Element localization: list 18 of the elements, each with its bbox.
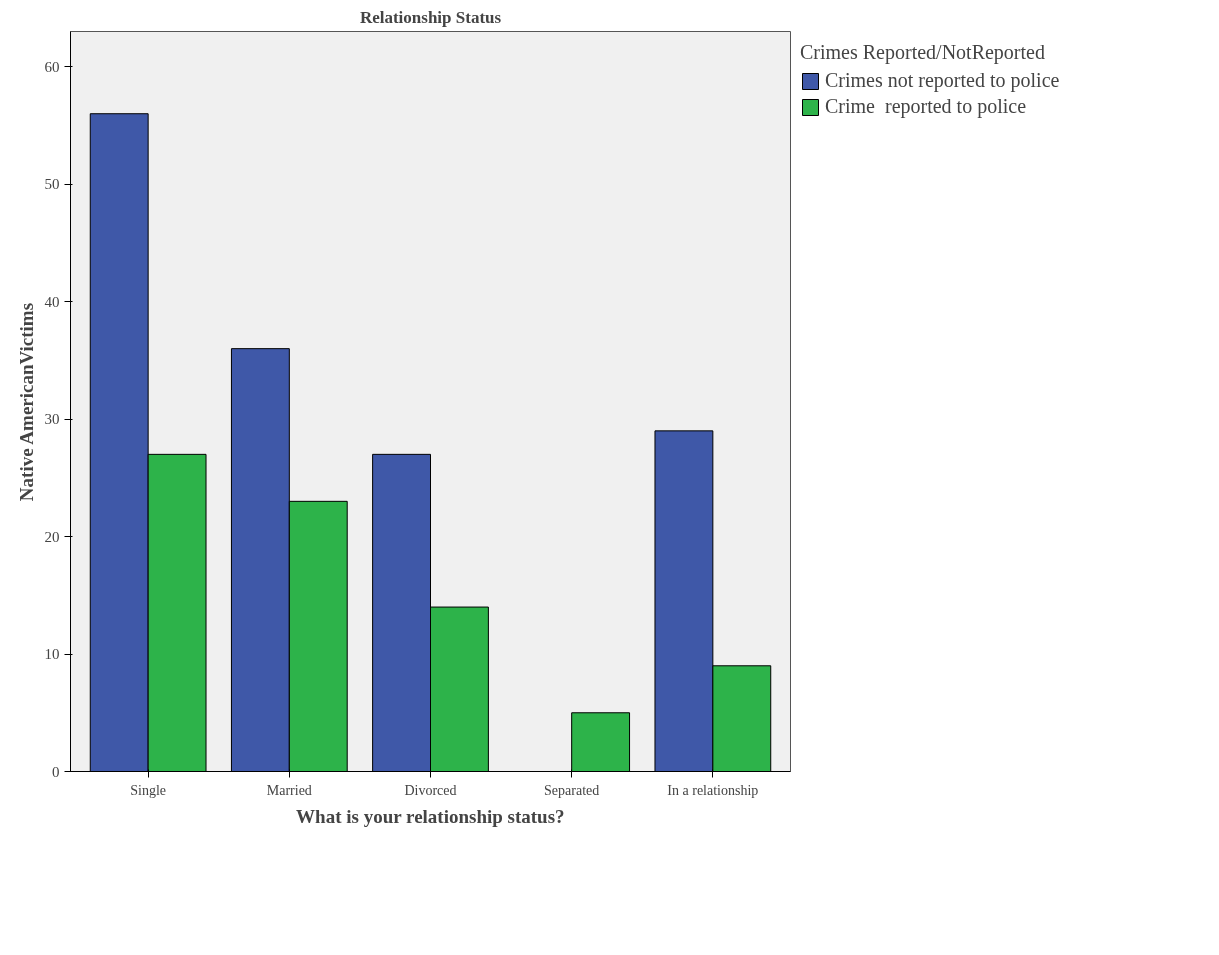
legend-label: Crime reported to police: [825, 95, 1027, 118]
y-tick-label: 0: [52, 763, 60, 780]
y-tick-label: 30: [44, 411, 60, 428]
y-tick-label: 10: [44, 646, 60, 663]
y-tick-label: 20: [44, 528, 60, 545]
x-tick-label: In a relationship: [667, 782, 759, 798]
y-tick-label: 40: [44, 293, 60, 310]
legend-title: Crimes Reported/NotReported: [800, 41, 1046, 64]
y-tick-label: 50: [44, 176, 60, 193]
x-axis-title: What is your relationship status?: [296, 805, 565, 827]
chart-title: Relationship Status: [359, 7, 502, 27]
x-tick-label: Single: [130, 782, 167, 798]
y-axis-title: Native AmericanVictims: [15, 302, 37, 502]
x-tick-label: Married: [266, 782, 312, 798]
x-tick-label: Divorced: [404, 782, 457, 798]
x-tick-label: Separated: [544, 782, 600, 798]
y-tick-label: 60: [44, 58, 60, 75]
legend-label: Crimes not reported to police: [825, 69, 1060, 92]
